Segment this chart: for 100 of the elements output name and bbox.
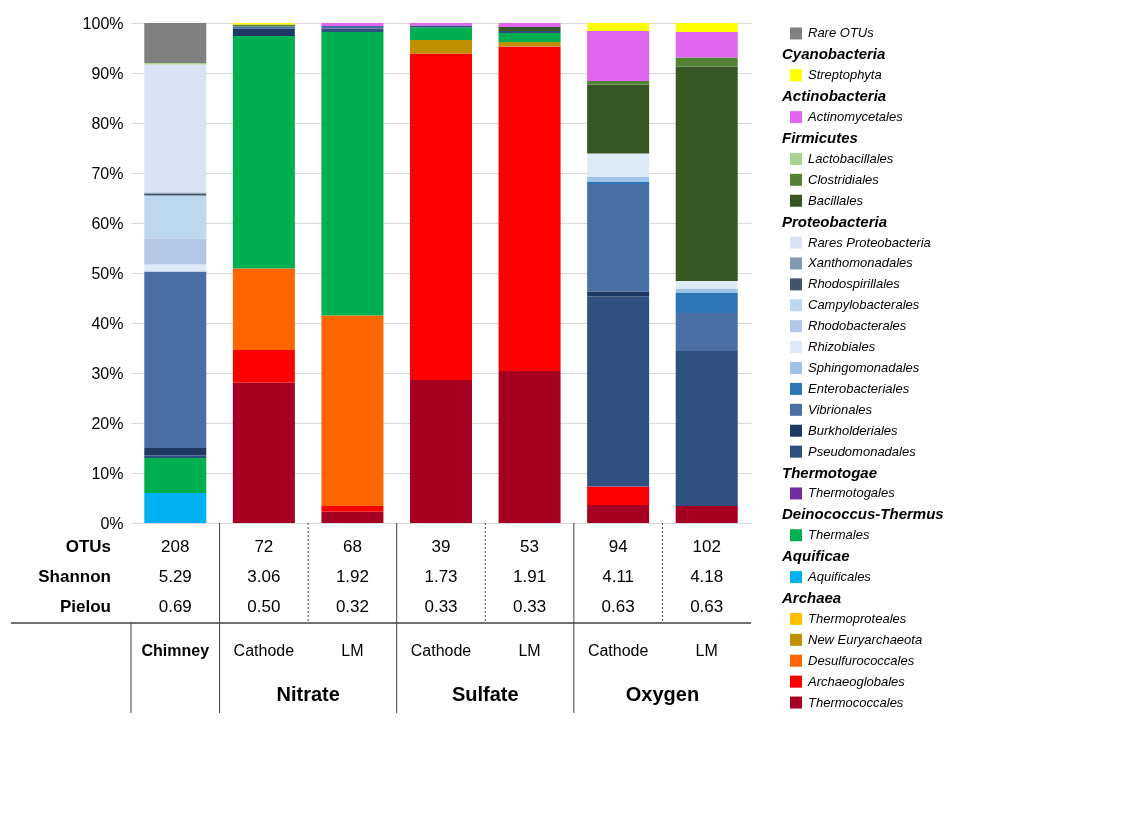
bar [587, 296, 650, 487]
bar [498, 33, 561, 42]
bar [321, 511, 384, 523]
bar [675, 506, 738, 523]
text: 1.73 [424, 567, 458, 586]
text: 0.69 [158, 597, 192, 616]
legend-label: Rhizobiales [808, 339, 876, 355]
y-tick-label: 30% [91, 364, 124, 382]
text: 102 [692, 537, 721, 556]
bar [675, 313, 738, 351]
bar [232, 28, 295, 36]
text: 68 [342, 537, 362, 556]
x-tick-label: LM [518, 642, 541, 659]
legend-label: Archaeoglobales [807, 673, 906, 689]
bar [232, 350, 295, 383]
text: Deinococcus-Thermus [782, 505, 944, 523]
bar [144, 23, 207, 63]
text: 4.11 [602, 567, 635, 586]
y-tick-label: 90% [91, 64, 124, 82]
bar [587, 81, 650, 85]
y-tick-label: 20% [91, 414, 124, 432]
x-tick-label: Cathode [233, 642, 295, 659]
bar [144, 195, 207, 239]
bar [675, 23, 738, 32]
legend-label: Vibrionales [808, 401, 873, 417]
bar [144, 493, 207, 523]
bar [675, 351, 738, 506]
bar [587, 177, 650, 182]
text: Shannon [38, 567, 111, 586]
bar [498, 27, 561, 31]
bar [144, 448, 207, 456]
text: 0.63 [690, 597, 724, 616]
text: 53 [520, 537, 540, 556]
legend-label: Xanthomonadales [807, 255, 914, 271]
legend-label: Actinomycetales [807, 109, 904, 125]
legend-label: Rares Proteobacteria [808, 234, 931, 250]
text: Firmicutes [782, 129, 858, 146]
bar [410, 40, 472, 54]
bar [144, 271, 207, 448]
legend-label: Rhodobacterales [808, 318, 907, 334]
text: 0.50 [247, 597, 281, 616]
legend-label: Campylobacterales [808, 297, 920, 313]
text: 0.32 [335, 597, 369, 616]
y-tick-label: 60% [91, 214, 124, 232]
bar [675, 281, 738, 289]
bar [587, 23, 650, 31]
legend-label: Bacillales [808, 192, 864, 208]
text: 1.92 [335, 567, 369, 586]
text: 1.91 [513, 567, 547, 586]
legend-label: Aquificales [807, 569, 872, 585]
x-tick-label: LM [695, 642, 718, 659]
legend-label: Lactobacillales [808, 150, 894, 166]
text: Aquificae [781, 547, 850, 565]
bar [675, 66, 738, 281]
bar [675, 57, 738, 67]
text: 3.06 [247, 567, 281, 586]
bar [675, 288, 738, 293]
bar [498, 23, 561, 27]
legend-label: Rare OTUs [808, 25, 875, 41]
bar [587, 31, 650, 81]
text: OTUs [65, 537, 111, 556]
bar [587, 84, 650, 154]
bar [232, 382, 295, 523]
x-tick-label: Chimney [141, 642, 210, 659]
text: Sulfate [451, 683, 519, 705]
legend-label: Sphingomonadales [808, 360, 920, 375]
legend-label: New Euryarchaeota [808, 631, 923, 647]
bar [498, 42, 561, 47]
legend-label: Enterobacteriales [808, 380, 910, 396]
legend-label: Streptophyta [808, 67, 882, 83]
y-tick-label: 0% [100, 514, 124, 532]
text: 4.18 [690, 567, 724, 586]
bar [232, 36, 295, 269]
bar [144, 238, 207, 265]
bar [410, 27, 472, 40]
text: 94 [608, 537, 628, 556]
bar [587, 486, 650, 505]
legend-label: Clostridiales [808, 171, 880, 187]
bar [675, 32, 738, 58]
legend-label: Thermales [808, 527, 870, 543]
bar [498, 46, 561, 371]
y-tick-label: 100% [82, 14, 124, 32]
text: Pielou [59, 597, 111, 616]
bar [498, 371, 561, 523]
bar [675, 292, 738, 313]
text: 72 [254, 537, 274, 556]
text: 0.33 [513, 597, 547, 616]
text: 0.63 [601, 597, 635, 616]
legend-label: Pseudomonadales [808, 443, 917, 459]
bar [587, 184, 650, 292]
text: Cyanobacteria [782, 45, 886, 63]
bar [144, 458, 207, 493]
x-tick-label: Cathode [410, 642, 472, 659]
text: 39 [431, 537, 451, 556]
bar [321, 506, 384, 512]
legend-label: Thermoproteales [808, 610, 907, 626]
text: Proteobacteria [782, 212, 888, 230]
y-tick-label: 70% [91, 164, 124, 182]
text: Thermotogae [782, 463, 878, 481]
text: Archaea [781, 589, 842, 606]
